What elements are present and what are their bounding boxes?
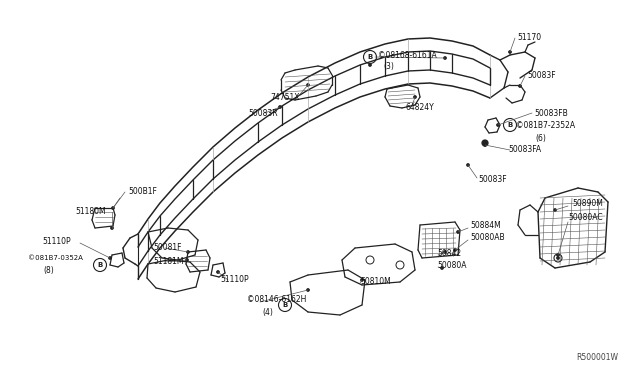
Circle shape (518, 84, 522, 87)
Circle shape (454, 248, 456, 251)
Text: 50083F: 50083F (478, 174, 507, 183)
Text: 50080A: 50080A (437, 260, 467, 269)
Circle shape (186, 259, 189, 262)
Circle shape (482, 140, 488, 146)
Text: 50080AC: 50080AC (568, 214, 603, 222)
Circle shape (440, 266, 444, 269)
Text: 74751X: 74751X (270, 93, 300, 103)
Circle shape (278, 106, 282, 109)
Text: 50890M: 50890M (572, 199, 603, 208)
Text: 51110P: 51110P (220, 276, 248, 285)
Circle shape (497, 124, 499, 126)
Text: 50081F: 50081F (153, 244, 182, 253)
Circle shape (483, 144, 486, 147)
Circle shape (557, 253, 559, 257)
Text: B: B (282, 302, 287, 308)
Text: 51170: 51170 (517, 33, 541, 42)
Text: 51110P: 51110P (42, 237, 70, 247)
Text: R500001W: R500001W (576, 353, 618, 362)
Text: 50884M: 50884M (470, 221, 500, 231)
Text: 50083FA: 50083FA (508, 145, 541, 154)
Text: 64824Y: 64824Y (405, 103, 434, 112)
Circle shape (413, 96, 417, 99)
Circle shape (307, 289, 310, 292)
Text: 50842: 50842 (437, 248, 461, 257)
Circle shape (186, 250, 189, 253)
Circle shape (554, 208, 557, 212)
Circle shape (557, 257, 559, 260)
Text: 50083FB: 50083FB (534, 109, 568, 118)
Circle shape (369, 64, 371, 67)
Circle shape (360, 279, 364, 282)
Text: 50810M: 50810M (360, 278, 391, 286)
Text: B: B (367, 54, 372, 60)
Text: 50083F: 50083F (527, 71, 556, 80)
Circle shape (444, 57, 447, 60)
Circle shape (467, 164, 470, 167)
Circle shape (444, 250, 447, 253)
Text: (8): (8) (43, 266, 54, 275)
Circle shape (216, 270, 220, 273)
Text: 50083R: 50083R (248, 109, 278, 118)
Circle shape (509, 51, 511, 54)
Text: 50080AB: 50080AB (470, 234, 504, 243)
Text: ©081B7-0352A: ©081B7-0352A (28, 255, 83, 261)
Circle shape (111, 206, 115, 209)
Text: (3): (3) (383, 61, 394, 71)
Text: (4): (4) (262, 308, 273, 317)
Text: B: B (97, 262, 102, 268)
Circle shape (456, 231, 460, 234)
Text: B: B (508, 122, 513, 128)
Circle shape (111, 227, 113, 230)
Text: 51181M: 51181M (153, 257, 184, 266)
Text: 500B1F: 500B1F (128, 187, 157, 196)
Circle shape (109, 257, 111, 260)
Circle shape (307, 83, 310, 87)
Text: 51180M: 51180M (75, 208, 106, 217)
Text: ©08146-6162H: ©08146-6162H (247, 295, 307, 305)
Text: (6): (6) (535, 134, 546, 142)
Text: ©08168-6161A: ©08168-6161A (378, 51, 436, 60)
Text: ©081B7-2352A: ©081B7-2352A (516, 122, 575, 131)
